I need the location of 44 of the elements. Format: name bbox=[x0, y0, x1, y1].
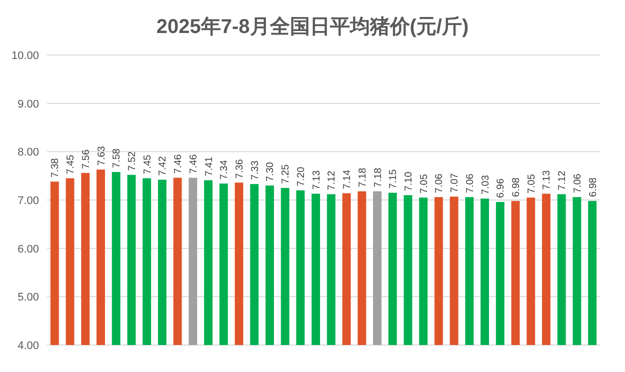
data-label: 7.63 bbox=[96, 146, 108, 166]
data-label: 7.12 bbox=[326, 170, 338, 190]
data-label: 7.56 bbox=[80, 149, 92, 169]
data-label: 7.42 bbox=[158, 156, 169, 176]
data-label: 7.34 bbox=[219, 160, 230, 180]
data-label: 6.96 bbox=[496, 178, 507, 198]
y-tick-label: 10.00 bbox=[11, 50, 39, 62]
data-label: 7.25 bbox=[280, 164, 292, 184]
data-label: 7.10 bbox=[403, 171, 414, 192]
data-label: 7.46 bbox=[173, 154, 184, 174]
data-label: 7.06 bbox=[572, 173, 584, 194]
data-label: 7.20 bbox=[296, 166, 307, 186]
y-tick-label: 4.00 bbox=[18, 340, 39, 352]
data-label: 7.14 bbox=[342, 169, 354, 190]
data-label: 7.45 bbox=[66, 154, 77, 174]
y-tick-label: 9.00 bbox=[18, 98, 39, 110]
data-label: 6.98 bbox=[511, 177, 522, 197]
y-tick-label: 7.00 bbox=[18, 195, 39, 207]
data-label: 6.98 bbox=[588, 177, 599, 197]
data-label: 7.03 bbox=[480, 174, 492, 195]
data-label: 7.06 bbox=[464, 173, 476, 194]
data-label: 7.12 bbox=[557, 170, 568, 190]
data-label: 7.30 bbox=[265, 162, 276, 182]
data-label: 7.18 bbox=[357, 167, 368, 188]
data-label: 7.13 bbox=[311, 170, 322, 190]
data-label: 7.05 bbox=[526, 174, 538, 194]
data-label: 7.05 bbox=[418, 174, 430, 194]
data-label: 7.36 bbox=[234, 158, 246, 179]
data-label: 7.38 bbox=[50, 158, 62, 178]
data-label: 7.52 bbox=[126, 150, 138, 171]
chart-title: 2025年7-8月全国日平均猪价(元/斤) bbox=[156, 15, 469, 38]
y-tick-label: 6.00 bbox=[18, 243, 39, 256]
data-label: 7.45 bbox=[142, 154, 154, 174]
data-label: 7.58 bbox=[112, 148, 123, 168]
y-tick-label: 5.00 bbox=[18, 292, 39, 304]
data-label: 7.46 bbox=[188, 154, 200, 174]
data-label: 7.06 bbox=[434, 173, 446, 194]
data-label: 7.41 bbox=[204, 156, 215, 176]
data-label: 7.13 bbox=[542, 170, 553, 190]
data-label: 7.07 bbox=[450, 172, 461, 193]
y-tick-label: 8.00 bbox=[18, 146, 39, 159]
data-label: 7.15 bbox=[388, 168, 400, 189]
data-label: 7.18 bbox=[372, 167, 384, 188]
data-label: 7.33 bbox=[250, 160, 261, 180]
